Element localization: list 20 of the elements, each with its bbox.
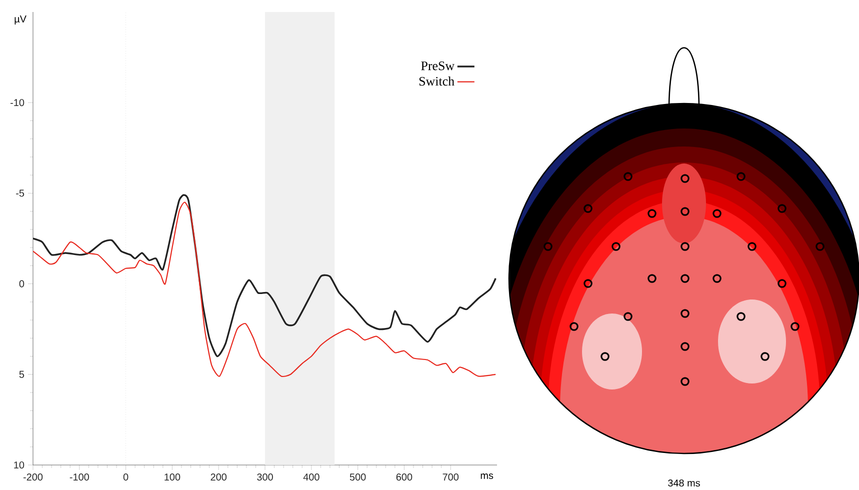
x-tick-label: 700: [442, 474, 459, 481]
x-tick-label: -100: [70, 474, 89, 481]
y-tick-label: 10: [14, 461, 24, 469]
x-tick-label: 500: [350, 474, 366, 481]
x-tick-label: 600: [396, 474, 412, 481]
text: 348 ms: [668, 479, 700, 487]
x-tick-label: 200: [210, 474, 227, 481]
y-tick-label: 0: [19, 280, 24, 288]
y-axis-title: µV: [14, 16, 26, 24]
y-tick-label: -5: [16, 190, 24, 197]
y-tick-label: -10: [10, 99, 24, 106]
x-tick-label: 100: [164, 474, 180, 481]
x-tick-label: 0: [123, 474, 128, 481]
x-axis-title: ms: [480, 474, 494, 479]
y-tick-label: 5: [19, 370, 24, 378]
legend-label: PreSw: [421, 61, 455, 70]
x-tick-label: 300: [257, 474, 273, 481]
legend-label: Switch: [419, 76, 454, 86]
x-tick-label: -200: [23, 474, 43, 481]
x-tick-label: 400: [303, 474, 320, 481]
